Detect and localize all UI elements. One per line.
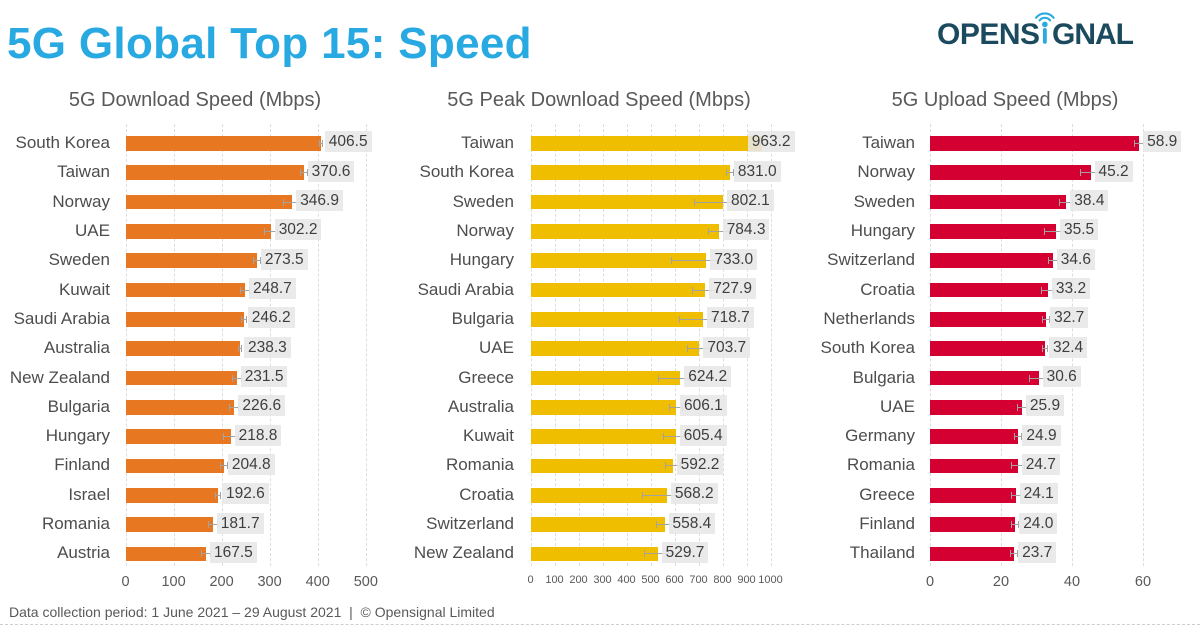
svg-text:GNAL: GNAL	[1052, 18, 1134, 48]
svg-text:OPENS: OPENS	[937, 18, 1040, 48]
